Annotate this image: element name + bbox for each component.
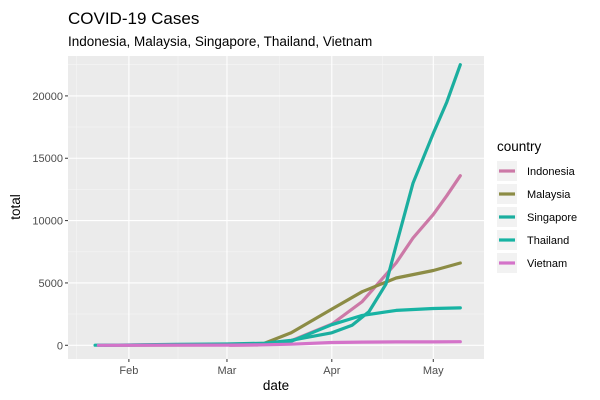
y-axis: 0 5000 10000 15000 20000 [32, 91, 68, 352]
chart-subtitle: Indonesia, Malaysia, Singapore, Thailand… [68, 34, 372, 49]
y-tick-label: 0 [57, 340, 63, 352]
x-tick-label: Apr [323, 365, 340, 377]
legend-label-thailand: Thailand [527, 235, 569, 247]
legend-label-vietnam: Vietnam [527, 258, 567, 270]
x-axis-title: date [263, 378, 289, 393]
major-gridlines [68, 56, 484, 359]
minor-gridlines [68, 56, 484, 359]
legend: country Indonesia Malaysia Singapore Thaila… [497, 139, 577, 273]
y-tick-label: 15000 [32, 153, 63, 165]
x-tick-label: Feb [119, 365, 138, 377]
y-axis-title: total [8, 194, 23, 220]
y-tick-label: 20000 [32, 91, 63, 103]
x-tick-label: May [423, 365, 444, 377]
chart-title: COVID-19 Cases [68, 9, 199, 28]
x-tick-label: Mar [217, 365, 236, 377]
series-line-vietnam [96, 340, 462, 347]
series-lines [93, 63, 462, 347]
y-tick-label: 10000 [32, 216, 63, 228]
x-axis: Feb Mar Apr May [119, 359, 444, 377]
legend-label-malaysia: Malaysia [527, 189, 571, 201]
legend-title: country [497, 139, 542, 154]
legend-label-indonesia: Indonesia [527, 166, 576, 178]
y-tick-label: 5000 [39, 278, 63, 290]
plot-panel [68, 56, 484, 359]
legend-label-singapore: Singapore [527, 212, 577, 224]
